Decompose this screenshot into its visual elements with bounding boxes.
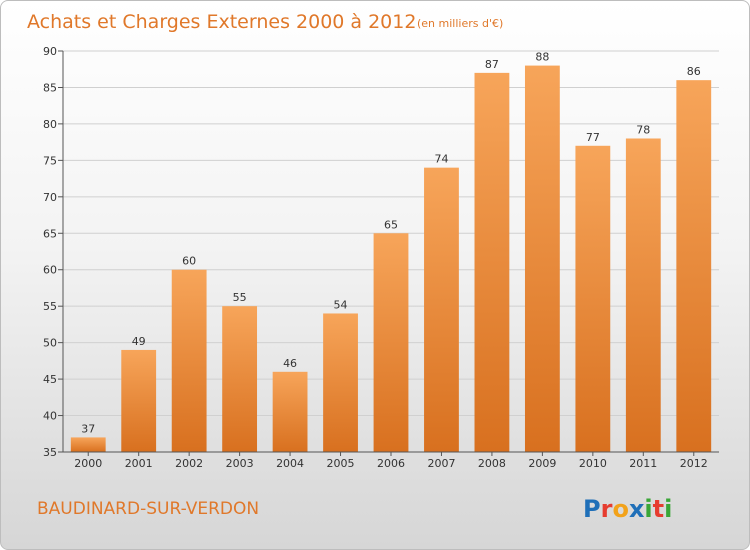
bar — [373, 233, 409, 452]
proxiti-logo: Proxiti — [583, 495, 672, 523]
bar — [171, 269, 207, 452]
bar-value-label: 78 — [636, 123, 650, 136]
y-tick-label: 45 — [43, 373, 57, 386]
logo-letter: r — [601, 495, 613, 523]
x-tick-label: 2008 — [478, 457, 506, 470]
y-tick-label: 75 — [43, 154, 57, 167]
bar — [222, 306, 258, 452]
y-tick-label: 65 — [43, 227, 57, 240]
y-tick-label: 80 — [43, 118, 57, 131]
logo-letter: t — [653, 495, 664, 523]
x-tick-label: 2007 — [427, 457, 455, 470]
x-tick-label: 2010 — [579, 457, 607, 470]
logo-letter: i — [644, 495, 652, 523]
bar — [524, 65, 560, 452]
x-tick-label: 2011 — [629, 457, 657, 470]
y-tick-label: 50 — [43, 337, 57, 350]
bar — [70, 437, 106, 452]
bar-value-label: 46 — [283, 357, 297, 370]
bars: 37 49 60 55 46 54 65 74 87 88 77 78 86 — [70, 51, 712, 453]
bar-value-label: 49 — [132, 335, 146, 348]
bar — [676, 80, 712, 452]
logo-letter: P — [583, 495, 601, 523]
y-tick-label: 85 — [43, 81, 57, 94]
logo-letter: i — [664, 495, 672, 523]
bar-value-label: 74 — [434, 153, 448, 166]
place-name: BAUDINARD-SUR-VERDON — [37, 499, 259, 519]
y-tick-label: 60 — [43, 264, 57, 277]
y-tick-label: 55 — [43, 300, 57, 313]
bar-value-label: 77 — [586, 131, 600, 144]
logo-letter: x — [629, 495, 645, 523]
bar — [625, 138, 661, 452]
bar-value-label: 86 — [687, 65, 701, 78]
bar-value-label: 55 — [233, 291, 247, 304]
bar-value-label: 87 — [485, 58, 499, 71]
logo-letter: o — [612, 495, 629, 523]
bar-value-label: 54 — [334, 298, 348, 311]
x-tick-label: 2002 — [175, 457, 203, 470]
axes: 35 40 45 50 55 60 65 70 75 80 85 90 2000 2001 2002 2003… — [43, 45, 719, 470]
bar — [121, 349, 157, 452]
chart-title: Achats et Charges Externes 2000 à 2012 — [27, 11, 416, 33]
chart-unit: (en milliers d'€) — [417, 17, 503, 30]
x-tick-label: 2009 — [528, 457, 556, 470]
bar-value-label: 60 — [182, 255, 196, 268]
bar — [323, 313, 358, 452]
y-tick-label: 90 — [43, 45, 57, 58]
y-tick-label: 40 — [43, 410, 57, 423]
y-tick-label: 35 — [43, 446, 57, 459]
bar — [424, 167, 459, 452]
bar-value-label: 88 — [535, 51, 549, 64]
bar — [272, 371, 308, 452]
x-tick-label: 2003 — [226, 457, 254, 470]
bar-value-label: 65 — [384, 218, 398, 231]
x-tick-label: 2000 — [74, 457, 102, 470]
y-tick-label: 70 — [43, 191, 57, 204]
x-tick-label: 2012 — [680, 457, 708, 470]
x-tick-label: 2004 — [276, 457, 304, 470]
bar-value-label: 37 — [81, 422, 95, 435]
x-tick-label: 2001 — [125, 457, 153, 470]
x-tick-label: 2006 — [377, 457, 405, 470]
bar — [575, 145, 611, 453]
x-tick-label: 2005 — [327, 457, 355, 470]
bar — [474, 72, 510, 452]
